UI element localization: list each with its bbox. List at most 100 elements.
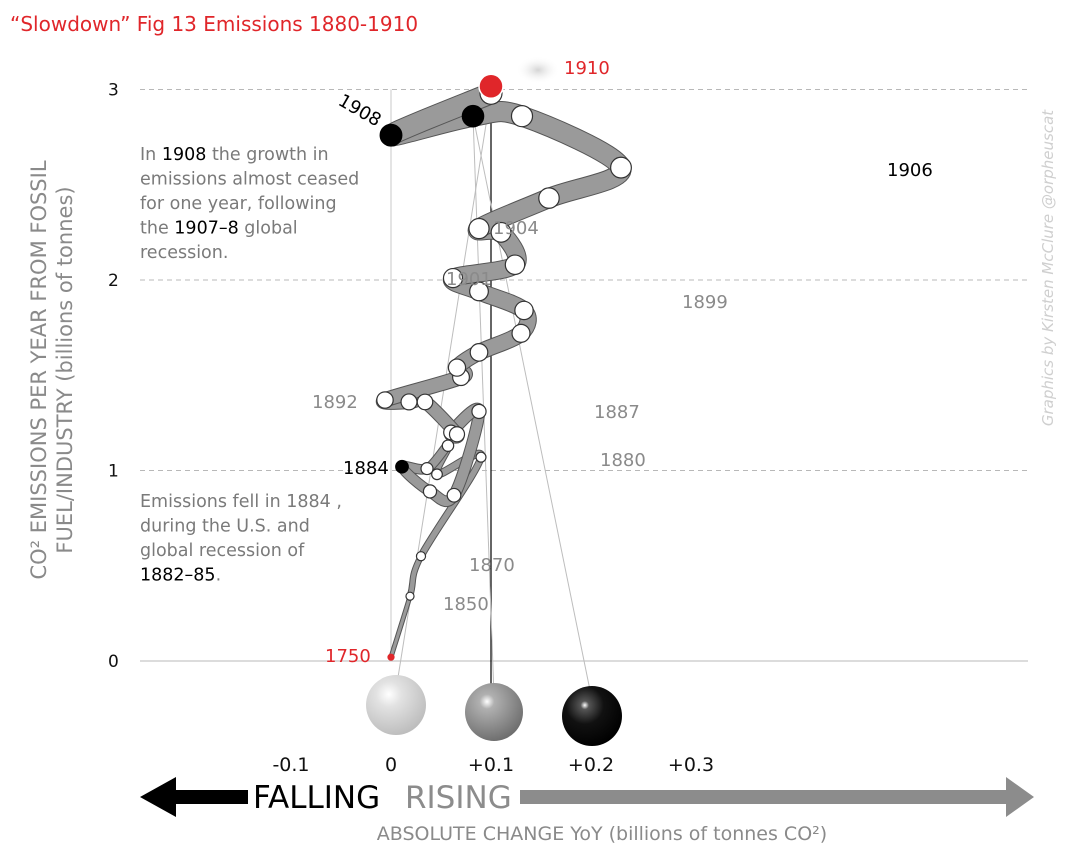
- annotation-line: recession.: [140, 243, 228, 263]
- year-label: 1899: [682, 292, 728, 313]
- year-label: 1908: [335, 90, 385, 131]
- year-point-1895: [469, 343, 489, 362]
- annotation-segment: emissions almost ceased: [140, 170, 359, 190]
- x-tick-label: +0.1: [468, 754, 514, 776]
- rising-label: RISING: [405, 780, 512, 816]
- annotation-segment: 1882–85: [140, 566, 216, 586]
- year-point-1901: [490, 221, 512, 243]
- year-point-1890: [416, 393, 434, 411]
- y-axis-label-line-2: FUEL/INDUSTRY (billions of tonnes): [53, 186, 77, 553]
- rising-arrow: RISING: [405, 777, 1034, 817]
- year-label: 1910: [564, 58, 610, 79]
- year-point-1894: [447, 358, 467, 377]
- year-point-1898: [469, 281, 489, 302]
- annotation-line: Emissions fell in 1884 ,: [140, 492, 342, 512]
- annotation-line: In 1908 the growth in: [140, 145, 329, 165]
- year-point-1903: [538, 187, 560, 209]
- year-label: 1904: [493, 218, 539, 239]
- year-point-1902: [468, 217, 490, 240]
- annotation-segment: Emissions fell in 1884 ,: [140, 492, 342, 512]
- annotation-line: during the U.S. and: [140, 517, 310, 537]
- year-label: 1887: [594, 402, 640, 423]
- y-tick-label: 0: [108, 652, 119, 672]
- annotation-segment: In: [140, 145, 162, 165]
- year-point-1884: [395, 459, 409, 474]
- annotation-line: 1882–85.: [140, 566, 221, 586]
- annotation-segment: recession.: [140, 243, 228, 263]
- year-label: 1892: [312, 392, 358, 413]
- year-point-1881: [431, 468, 443, 481]
- year-point-1891: [400, 393, 418, 411]
- year-point-1870: [415, 551, 427, 562]
- year-point-1904: [610, 156, 632, 179]
- light-sphere: [366, 675, 426, 735]
- year-points: [376, 73, 632, 661]
- y-axis-label: CO² EMISSIONS PER YEAR FROM FOSSIL FUEL/…: [27, 160, 77, 579]
- annotation-segment: during the U.S. and: [140, 517, 310, 537]
- year-point-1899: [442, 267, 464, 289]
- motion-blur-smudge: [516, 56, 560, 84]
- annotation-line: the 1907–8 global: [140, 219, 298, 239]
- annotation-segment: the growth in: [206, 145, 328, 165]
- x-tick-label: +0.2: [568, 754, 614, 776]
- year-point-1907: [379, 123, 403, 147]
- x-tick-label: +0.3: [668, 754, 714, 776]
- year-point-1896: [511, 323, 531, 343]
- y-tick-label: 2: [108, 271, 119, 291]
- annotation-segment: the: [140, 219, 174, 239]
- y-tick-label: 3: [108, 81, 119, 101]
- credit-text: Graphics by Kirsten McClure @orpheuscat: [1039, 109, 1057, 426]
- ribbon-segment: [512, 106, 631, 178]
- falling-arrowhead: [140, 777, 248, 817]
- gray-sphere: [465, 683, 523, 741]
- chart-title: “Slowdown” Fig 13 Emissions 1880-1910: [10, 12, 418, 36]
- year-point-1889: [448, 426, 466, 443]
- year-point-1850: [405, 591, 415, 601]
- annotation-line: global recession of: [140, 541, 305, 561]
- annotation-line: for one year, following: [140, 194, 337, 214]
- year-label: 1884: [343, 458, 389, 479]
- annotation-segment: .: [216, 566, 222, 586]
- year-label: 1870: [469, 555, 515, 576]
- year-point-1900: [504, 254, 526, 276]
- year-point-1886: [446, 487, 462, 503]
- year-labels: 1750 1850 1870 1880 1884 1887 1892 1899 1901 1904…: [312, 58, 933, 667]
- y-tick-label: 1: [108, 462, 119, 482]
- year-point-1892: [376, 391, 394, 409]
- year-point-1883: [420, 462, 434, 476]
- falling-arrow: FALLING: [140, 777, 380, 817]
- year-point-1906: [461, 104, 485, 128]
- annotation-segment: global recession of: [140, 541, 305, 561]
- year-point-1885: [422, 484, 438, 499]
- ribbon-segment: [539, 158, 631, 208]
- x-tick-label: 0: [385, 754, 397, 776]
- annotation-1908: In 1908 the growth in emissions almost ce…: [140, 145, 359, 263]
- year-label: 1901: [446, 269, 492, 290]
- annotation-segment: 1908: [162, 145, 207, 165]
- y-tick-labels: 0 1 2 3: [108, 81, 119, 673]
- year-point-1750: [387, 653, 395, 661]
- annotation-segment: for one year, following: [140, 194, 337, 214]
- y-axis-label-line-1: CO² EMISSIONS PER YEAR FROM FOSSIL: [27, 160, 51, 579]
- annotation-segment: 1907–8: [174, 219, 238, 239]
- year-point-1887: [471, 403, 487, 420]
- annotation-line: emissions almost ceased: [140, 170, 359, 190]
- legend-spheres: [366, 675, 622, 746]
- year-point-1880: [475, 451, 487, 463]
- x-tick-labels: -0.1 0 +0.1 +0.2 +0.3: [272, 754, 714, 776]
- year-point-1905: [510, 105, 534, 128]
- falling-label: FALLING: [253, 780, 380, 816]
- year-label: 1880: [600, 450, 646, 471]
- rising-arrowhead: [520, 777, 1034, 817]
- year-point-1882: [441, 439, 455, 453]
- black-sphere: [562, 686, 622, 746]
- x-tick-label: -0.1: [272, 754, 309, 776]
- ribbon-segment: [389, 594, 412, 659]
- year-label: 1850: [443, 594, 489, 615]
- annotation-1884: Emissions fell in 1884 , during the U.S. …: [140, 492, 342, 586]
- year-point-1910: [478, 73, 504, 100]
- year-label: 1906: [887, 160, 933, 181]
- x-axis-label: ABSOLUTE CHANGE YoY (billions of tonnes …: [377, 823, 827, 845]
